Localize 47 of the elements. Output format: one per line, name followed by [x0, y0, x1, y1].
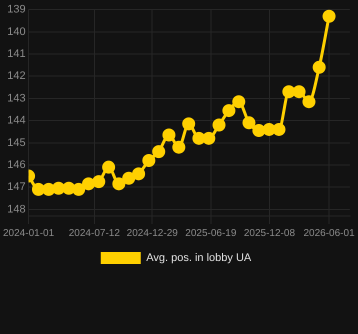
point — [252, 124, 266, 138]
y-tick-label: 142 — [7, 70, 26, 82]
point — [82, 177, 96, 190]
point — [262, 122, 276, 136]
point — [42, 182, 56, 196]
y-tick-label: 146 — [7, 158, 26, 171]
point — [302, 95, 316, 108]
point — [102, 160, 116, 174]
y-tick-label: 139 — [7, 4, 26, 16]
point — [132, 167, 146, 180]
point — [312, 60, 326, 74]
legend-label: Avg. pos. in lobby UA — [146, 252, 252, 264]
x-tick-label: 2025-06-19 — [185, 228, 237, 239]
y-tick-label: 148 — [7, 203, 26, 216]
point — [272, 122, 286, 136]
x-tick-label: 2024-01-01 — [3, 228, 55, 239]
x-tick-label: 2024-07-12 — [68, 228, 120, 239]
x-tick-label: 2025-12-08 — [244, 228, 296, 239]
point — [152, 145, 166, 158]
point — [142, 154, 156, 168]
y-tick-label: 145 — [7, 136, 26, 149]
point — [202, 132, 216, 145]
point — [322, 10, 336, 23]
point — [292, 85, 306, 98]
point — [212, 118, 226, 132]
point — [32, 182, 45, 196]
y-tick-label: 141 — [7, 48, 26, 60]
x-tick-label: 2024-12-29 — [126, 228, 178, 239]
x-tick-label: 2026-06-01 — [303, 228, 356, 239]
point — [72, 182, 86, 196]
point — [122, 172, 136, 185]
y-tick-label: 147 — [7, 181, 26, 194]
point — [62, 182, 76, 195]
point — [172, 140, 186, 154]
y-tick-label: 144 — [7, 114, 26, 127]
point — [92, 175, 106, 188]
y-tick-label: 143 — [7, 92, 26, 104]
point — [232, 95, 246, 108]
point — [112, 177, 126, 190]
point — [242, 116, 256, 130]
point — [282, 85, 296, 98]
point — [52, 182, 66, 195]
point — [222, 104, 236, 118]
point — [182, 117, 196, 130]
point — [192, 132, 206, 145]
point — [162, 128, 176, 142]
y-tick-label: 140 — [7, 26, 26, 38]
